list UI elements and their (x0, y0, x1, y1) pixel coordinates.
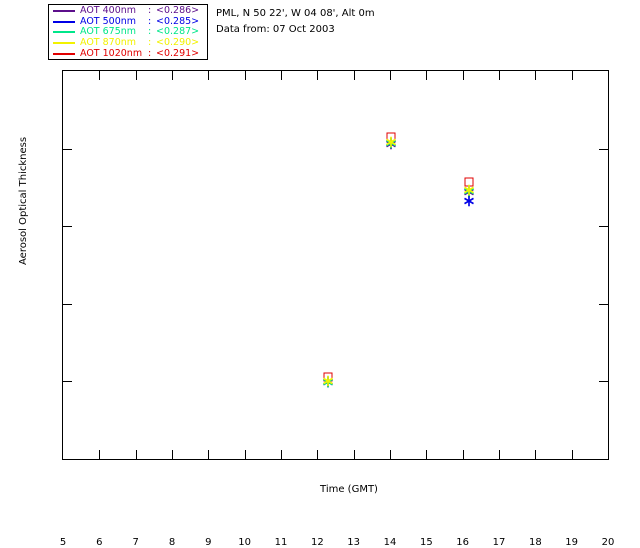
legend-item-value: <0.285> (156, 15, 200, 27)
y-axis-tick (63, 148, 72, 150)
x-axis-tick (571, 450, 573, 459)
x-axis-tick (353, 450, 355, 459)
legend-item: AOT 400nm: <0.286> (49, 6, 207, 17)
legend-item-label: AOT 500nm (80, 15, 137, 27)
x-axis-tick (135, 450, 137, 459)
x-axis-tick-label: 5 (59, 537, 67, 548)
y-axis-tick (63, 303, 72, 305)
data-point (463, 192, 474, 207)
plot-canvas: 0.00.10.20.30.40.55678910111213141516171… (60, 71, 614, 548)
legend-item-label: AOT 675nm (80, 26, 137, 38)
x-axis-tick-label: 10 (238, 537, 252, 548)
legend-item-separator: : (148, 47, 152, 59)
legend-item-label: AOT 400nm (80, 5, 137, 17)
x-axis-tick (462, 71, 464, 80)
x-axis-tick (426, 71, 428, 80)
x-axis-tick (571, 71, 573, 80)
x-axis-tick (317, 71, 319, 80)
x-axis-tick (135, 71, 137, 80)
x-axis-tick (208, 71, 210, 80)
x-axis-tick-label: 7 (132, 537, 139, 548)
x-axis-tick-label: 19 (565, 537, 579, 548)
x-axis-tick (317, 450, 319, 459)
x-axis-tick-label: 17 (492, 537, 506, 548)
x-axis-tick (535, 450, 537, 459)
legend-line-icon (53, 31, 75, 34)
x-axis-tick (208, 450, 210, 459)
x-axis-tick-label: 16 (456, 537, 470, 548)
x-axis-title-text: Time (GMT) (320, 484, 378, 495)
plot-title-line1: PML, N 50 22', W 04 08', Alt 0m (216, 8, 375, 19)
legend-item-label: AOT 870nm (80, 37, 137, 49)
x-axis-tick (244, 71, 246, 80)
x-axis-tick (172, 71, 173, 80)
x-axis-tick (535, 71, 537, 80)
x-axis-tick (281, 450, 282, 459)
legend-item-value: <0.290> (156, 37, 200, 49)
x-axis-tick-label: 6 (96, 537, 103, 548)
x-axis-tick (244, 450, 246, 459)
y-axis-title: Aerosol Optical Thickness (18, 136, 29, 265)
x-axis-tick-label: 20 (601, 537, 615, 548)
legend-line-icon (53, 52, 75, 55)
x-axis-tick (281, 71, 282, 80)
legend-item-separator: : (148, 37, 152, 49)
legend-item: AOT 500nm: <0.285> (49, 15, 207, 28)
y-axis-tick (599, 303, 608, 305)
legend-item-separator: : (148, 15, 152, 27)
x-axis-tick (390, 71, 391, 80)
x-axis-tick (390, 450, 391, 459)
y-axis-tick (599, 148, 608, 150)
x-axis-tick (499, 450, 500, 459)
y-axis-tick (599, 381, 608, 383)
x-axis-tick (426, 450, 428, 459)
data-point (463, 180, 474, 196)
x-axis-tick-label: 8 (168, 537, 176, 548)
legend-item-value: <0.287> (156, 26, 200, 38)
data-point (385, 132, 396, 148)
x-axis-tick (99, 71, 101, 80)
legend: AOT 400nm: <0.286> AOT 500nm: <0.285> AOT 67… (48, 4, 208, 60)
x-axis-title: Time (GMT) (0, 484, 640, 495)
y-axis-tick (599, 226, 608, 228)
x-axis-tick (462, 450, 464, 459)
x-axis-tick-label: 9 (205, 537, 212, 548)
legend-line-icon (53, 20, 75, 23)
x-axis-tick-label: 15 (419, 537, 433, 548)
x-axis-tick-label: 14 (383, 537, 397, 548)
legend-item-value: <0.291> (156, 47, 200, 59)
legend-item: AOT 1020nm: <0.291> (49, 48, 207, 59)
legend-item-separator: : (148, 5, 152, 17)
plot-page: AOT 400nm: <0.286> AOT 500nm: <0.285> AOT 67… (0, 4, 640, 548)
x-axis-tick (99, 450, 101, 459)
legend-item-value: <0.286> (156, 5, 200, 17)
plot-area: 0.00.10.20.30.40.55678910111213141516171… (60, 70, 614, 548)
legend-item-label: AOT 1020nm (80, 47, 143, 59)
legend-line-icon (53, 10, 75, 13)
plot-title-block: PML, N 50 22', W 04 08', Alt 0m Data fro… (216, 6, 375, 38)
legend-item: AOT 675nm: <0.287> (49, 27, 207, 38)
legend-line-icon (53, 42, 75, 45)
data-point (322, 371, 333, 387)
x-axis-tick (172, 450, 173, 459)
x-axis-tick-label: 13 (347, 537, 361, 548)
legend-item-separator: : (148, 26, 152, 38)
y-axis-tick (63, 381, 72, 383)
plot-title-line2: Data from: 07 Oct 2003 (216, 24, 335, 35)
x-axis-tick (499, 71, 500, 80)
x-axis-tick-label: 11 (274, 537, 288, 548)
legend-item: AOT 870nm: <0.290> (49, 38, 207, 49)
y-axis-tick (63, 226, 72, 228)
x-axis-tick (353, 71, 355, 80)
x-axis-tick-label: 18 (528, 537, 542, 548)
x-axis-tick-label: 12 (310, 537, 324, 548)
